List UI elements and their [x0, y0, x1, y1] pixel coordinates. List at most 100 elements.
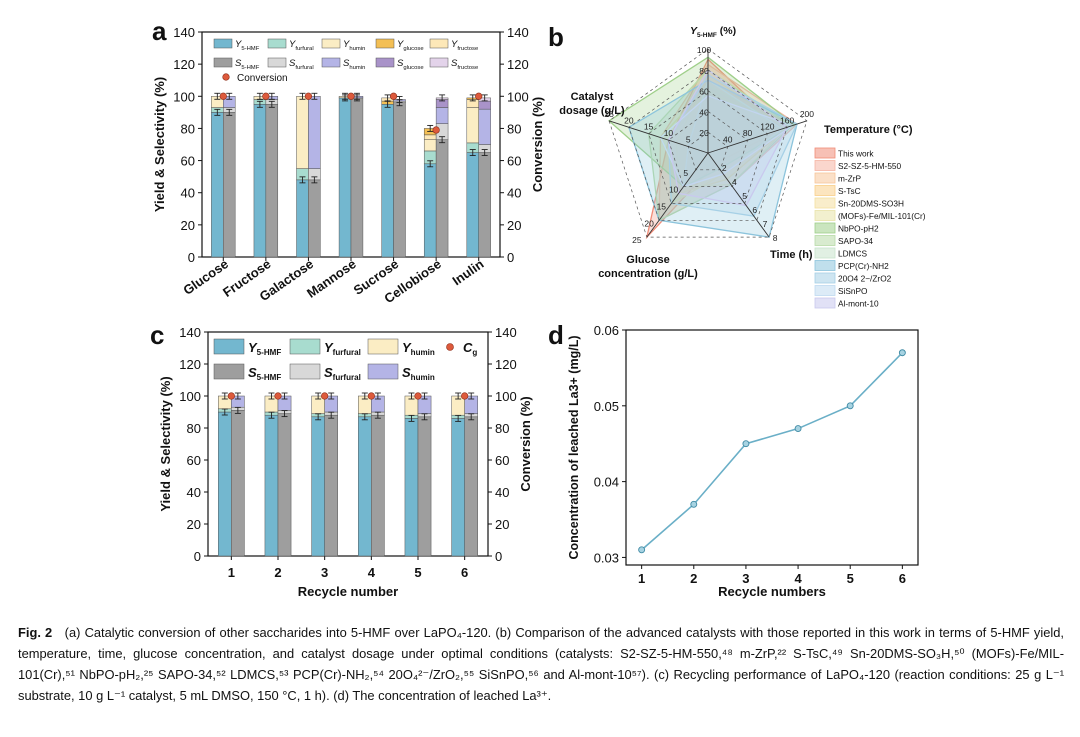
y-tick-label: 100	[179, 389, 201, 404]
legend-label-S_hmf: S5-HMF	[235, 58, 260, 71]
radar-series-polygon	[667, 68, 788, 207]
data-point	[794, 425, 802, 432]
x-tick-label: Inulin	[449, 256, 486, 288]
y2-tick-label: 20	[507, 218, 521, 233]
y-tick-label: 0.05	[594, 399, 619, 414]
radar-tick-label: 20	[644, 218, 654, 228]
legend-swatch-S_humin	[321, 57, 341, 68]
legend-swatch	[814, 147, 836, 159]
radar-tick-label: 120	[760, 122, 774, 132]
y-tick-label: 60	[187, 453, 201, 468]
legend-swatch-Y_humin	[321, 38, 341, 49]
radar-axis-label-temperature: Temperature (°C)	[824, 124, 913, 136]
radar-tick-label: 80	[743, 128, 753, 138]
legend-label-Y_fructose: Yfructose	[451, 39, 478, 52]
y2-tick-label: 80	[507, 121, 521, 136]
legend-label-S_humin: Shumin	[343, 58, 365, 71]
legend-label-conversion: Cg	[463, 340, 477, 357]
radar-tick-label: 80	[699, 66, 709, 76]
legend-swatch	[814, 297, 836, 309]
legend-label-S_glucose: Sglucose	[397, 58, 424, 71]
x-tick-label: 6	[899, 571, 906, 586]
conversion-point	[367, 392, 375, 400]
caption-label: Fig. 2	[18, 625, 53, 640]
legend-label: SiSnPO	[838, 286, 868, 296]
radar-tick-label: 5	[683, 168, 688, 178]
yield-bar-Y_hmf	[404, 418, 419, 557]
legend-swatch-S_humin	[367, 363, 399, 380]
yield-bar-Y_hmf	[296, 179, 309, 258]
legend-label-Y_furfural: Yfurfural	[289, 39, 314, 52]
yield-bar-Y_hmf	[358, 416, 372, 557]
conversion-point	[227, 392, 235, 400]
yield-bar-Y_humin	[423, 139, 437, 152]
radar-tick-label: 20	[624, 115, 634, 125]
panel-label-a: a	[152, 16, 167, 46]
legend-label: m-ZrP	[838, 174, 862, 184]
radar-tick-label: 15	[657, 201, 667, 211]
selectivity-bar-S_hmf	[464, 416, 478, 557]
legend-label-Y_glucose: Yglucose	[397, 39, 424, 52]
selectivity-bar-S_hmf	[223, 112, 236, 258]
data-point	[898, 349, 906, 357]
radar-tick-label: 200	[800, 109, 814, 119]
legend-label-S_humin: Shumin	[402, 365, 435, 382]
y2-tick-label: 0	[507, 250, 514, 265]
x-tick-label: 3	[321, 565, 328, 580]
radar-tick-label: 8	[773, 233, 778, 243]
legend-swatch-Y_humin	[367, 338, 399, 355]
legend-label-conversion: Conversion	[237, 73, 288, 84]
radar-tick-label: 5	[742, 191, 747, 201]
conversion-point	[262, 92, 270, 100]
y-tick-label: 120	[173, 57, 195, 72]
caption-text: (a) Catalytic conversion of other saccha…	[18, 625, 1064, 703]
conversion-point	[389, 92, 398, 100]
radar-grid-ring	[668, 110, 748, 188]
radar-grid-ring	[687, 131, 729, 171]
yield-bar-Y_fructose	[423, 134, 437, 140]
yield-bar-Y_hmf	[338, 97, 352, 258]
yield-bar-Y_hmf	[311, 416, 325, 557]
legend-swatch	[814, 235, 836, 246]
legend-label: Sn-20DMS-SO3H	[838, 199, 904, 209]
y-tick-label: 0.04	[594, 475, 619, 490]
y2-tick-label: 40	[495, 485, 509, 500]
y2-tick-label: 100	[507, 89, 529, 104]
conversion-point	[321, 392, 329, 400]
y2-tick-label: 40	[507, 186, 521, 201]
radar-axis-label-yield: Y5-HMF (%)	[690, 25, 736, 39]
y2-tick-label: 20	[495, 517, 509, 532]
legend-swatch-Y_furfural	[267, 38, 287, 49]
y-tick-label: 0	[188, 250, 195, 265]
conversion-point	[274, 392, 282, 400]
panel-a: 0 0 20 20 40 40 60 60 80 80 100 100 120 120 140 140 Yiel…	[152, 25, 545, 306]
y2-axis-title: Conversion (%)	[530, 97, 545, 192]
legend-swatch	[814, 172, 836, 184]
legend-swatch-S_furfural	[289, 363, 321, 380]
legend-swatch-conversion	[446, 343, 454, 351]
radar-axis	[707, 120, 808, 154]
radar-tick-label: 15	[644, 122, 654, 132]
legend-label: PCP(Cr)-NH2	[838, 261, 889, 271]
radar-tick-label: 6	[752, 205, 757, 215]
legend-label-Y_furfural: Yfurfural	[324, 340, 361, 357]
yield-bar-Y_hmf	[253, 104, 267, 258]
legend-label: (MOFs)-Fe/MIL-101(Cr)	[838, 211, 926, 221]
radar-axis	[646, 152, 709, 238]
selectivity-bar-S_hmf	[265, 104, 279, 258]
radar-grid-ring	[648, 90, 768, 204]
legend: Y5-HMF Yfurfural Yhumin Yglucose Yfructose S5…	[213, 38, 478, 84]
x-tick-label: 1	[638, 571, 645, 586]
yield-bar-Y_humin	[296, 96, 309, 169]
x-tick-label: 6	[461, 565, 468, 580]
y-axis-title: Yield & Selectivity (%)	[158, 376, 173, 511]
radar-tick-label: 160	[780, 115, 794, 125]
radar-axis-label-glucose-2: concentration (g/L)	[598, 268, 698, 280]
x-tick-label: 4	[368, 565, 376, 580]
legend-label: SAPO-34	[838, 236, 873, 246]
legend-label-S_furfural: Sfurfural	[324, 365, 361, 382]
legend-swatch-Y_glucose	[375, 38, 395, 49]
conversion-point	[432, 126, 440, 134]
legend-swatch-Y_furfural	[289, 338, 321, 355]
radar-tick-label: 100	[697, 45, 711, 55]
